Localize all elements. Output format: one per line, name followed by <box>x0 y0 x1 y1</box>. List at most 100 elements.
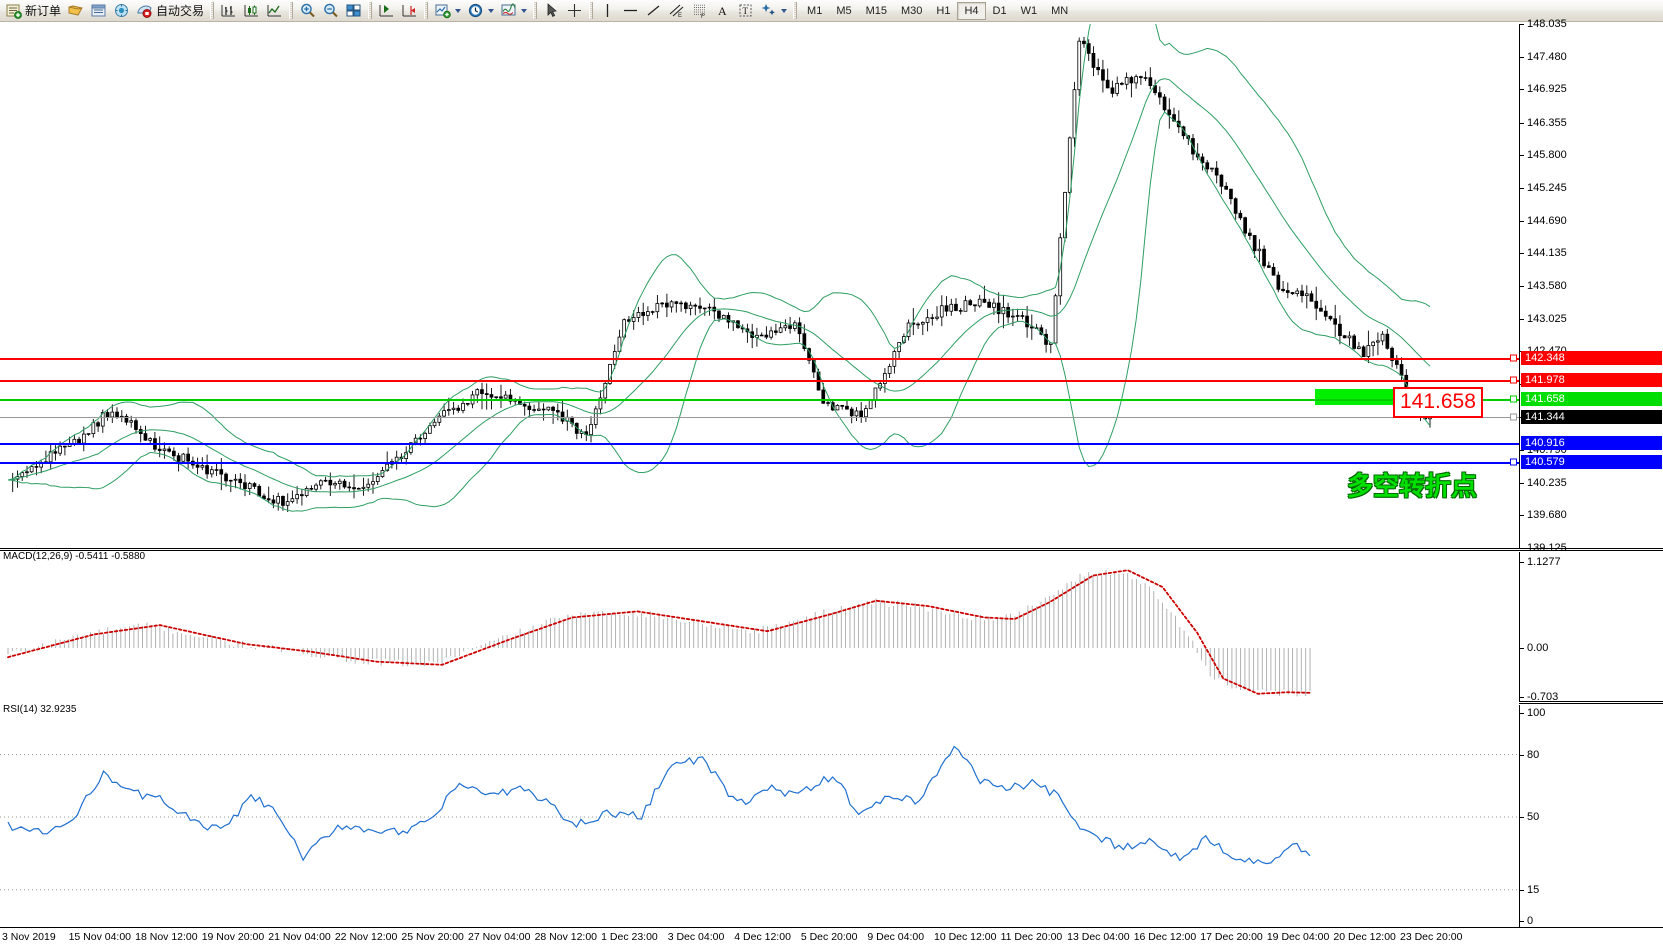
crosshair-button[interactable] <box>563 1 586 21</box>
rsi-axis-label: 50 <box>1527 811 1540 823</box>
rsi-axis[interactable]: 100 80 50 15 0 <box>1519 705 1663 927</box>
price-level-badge[interactable]: 142.348 <box>1521 351 1662 366</box>
price-axis-label: 146.355 <box>1527 116 1567 129</box>
time-axis-label: 16 Dec 12:00 <box>1133 931 1197 943</box>
bar-chart-button[interactable] <box>217 1 240 21</box>
timeframe-mn-button[interactable]: MN <box>1051 4 1069 17</box>
price-level-handle[interactable] <box>1510 376 1517 384</box>
text-button[interactable]: A <box>711 1 734 21</box>
time-axis-label: 18 Nov 12:00 <box>135 931 198 943</box>
time-axis-label: 19 Dec 04:00 <box>1266 931 1330 943</box>
chevron-down-icon[interactable] <box>521 8 528 13</box>
timeframe-m5-button[interactable]: M5 <box>836 4 852 17</box>
line-chart-button[interactable] <box>263 1 286 21</box>
text-label-button[interactable]: T <box>734 1 757 21</box>
vertical-line-button[interactable] <box>596 1 619 21</box>
svg-text:T: T <box>743 6 749 16</box>
price-level-line[interactable] <box>0 380 1519 383</box>
chart-shift-button[interactable] <box>398 1 421 21</box>
time-axis-label: 28 Nov 12:00 <box>534 931 598 943</box>
auto-scroll-icon <box>378 2 395 19</box>
timeframe-m30-button[interactable]: M30 <box>901 4 923 17</box>
price-axis-label: 140.235 <box>1527 476 1567 489</box>
toolbar-separator <box>793 2 798 19</box>
fibonacci-button[interactable]: F <box>688 1 711 21</box>
new-order-icon <box>5 2 22 19</box>
price-level-handle[interactable] <box>1510 354 1517 362</box>
auto-scroll-button[interactable] <box>375 1 398 21</box>
data-window-button[interactable] <box>87 1 110 21</box>
price-level-line[interactable] <box>0 399 1519 402</box>
expert-advisors-button[interactable] <box>64 1 87 21</box>
timeframe-m1-button[interactable]: M1 <box>807 4 823 17</box>
shapes-button[interactable] <box>757 1 790 21</box>
cursor-button[interactable] <box>540 1 563 21</box>
timeframe-w1-button[interactable]: W1 <box>1020 4 1038 17</box>
price-level-line[interactable] <box>0 417 1519 419</box>
trendline-button[interactable] <box>642 1 665 21</box>
new-order-button[interactable]: 新订单 <box>2 1 64 21</box>
price-level-line[interactable] <box>0 358 1519 361</box>
time-axis-label: 23 Dec 20:00 <box>1400 931 1463 943</box>
price-chart-pane[interactable] <box>0 24 1519 551</box>
price-axis-tick <box>1520 450 1524 452</box>
price-level-handle[interactable] <box>1510 458 1517 466</box>
horizontal-line-icon <box>622 2 639 19</box>
trendline-icon <box>645 2 662 19</box>
chevron-down-icon[interactable] <box>781 8 788 13</box>
macd-pane[interactable] <box>0 552 1519 704</box>
zoom-out-icon <box>322 2 339 19</box>
timeframe-h1-button[interactable]: H1 <box>936 4 951 17</box>
price-axis-tick <box>1520 318 1524 320</box>
price-level-badge[interactable]: 141.978 <box>1521 373 1662 388</box>
time-axis-label: 9 Dec 04:00 <box>867 931 925 943</box>
timeframe-d1-button[interactable]: D1 <box>992 4 1007 17</box>
templates-button[interactable] <box>497 1 530 21</box>
periods-button[interactable] <box>464 1 497 21</box>
pane-separator-macd[interactable] <box>0 548 1663 551</box>
navigator-button[interactable] <box>110 1 133 21</box>
price-axis-tick <box>1520 188 1524 190</box>
vertical-line-icon <box>599 2 616 19</box>
macd-axis[interactable]: 1.1277 0.00 -0.703 <box>1519 552 1663 703</box>
price-axis-tick <box>1520 220 1524 222</box>
svg-text:E: E <box>678 13 682 19</box>
price-level-badge[interactable]: 141.344 <box>1521 410 1662 425</box>
zoom-out-button[interactable] <box>319 1 342 21</box>
candlestick-chart-button[interactable] <box>240 1 263 21</box>
chart-note-text: 多空转折点 <box>1347 472 1478 502</box>
price-level-badge[interactable]: 140.579 <box>1521 455 1662 470</box>
navigator-icon <box>113 2 130 19</box>
price-axis-label: 143.580 <box>1527 280 1567 292</box>
chevron-down-icon[interactable] <box>455 8 462 13</box>
chevron-down-icon[interactable] <box>488 8 495 13</box>
price-axis-tick <box>1520 286 1524 287</box>
clock-icon <box>467 2 484 19</box>
price-level-line[interactable] <box>0 442 1519 445</box>
rsi-axis-tick <box>1520 817 1524 818</box>
crosshair-icon <box>566 2 583 19</box>
timeframe-h4-button[interactable]: H4 <box>957 1 986 20</box>
price-level-badge[interactable]: 141.658 <box>1521 392 1662 407</box>
rsi-axis-tick <box>1520 754 1524 756</box>
time-axis[interactable]: 3 Nov 2019 15 Nov 04:00 18 Nov 12:00 19 Nov… <box>0 927 1663 947</box>
zoom-in-button[interactable] <box>296 1 319 21</box>
price-level-badge[interactable]: 140.916 <box>1521 435 1662 450</box>
price-level-handle[interactable] <box>1510 413 1517 421</box>
price-axis-label: 147.480 <box>1527 50 1567 63</box>
price-level-line[interactable] <box>0 462 1519 465</box>
price-axis[interactable]: 148.035 147.480 146.925 146.355 145.800 145.2… <box>1519 18 1663 554</box>
autotrading-button[interactable]: 自动交易 <box>133 1 207 21</box>
equidistant-channel-button[interactable]: E <box>665 1 688 21</box>
price-level-handle[interactable] <box>1510 395 1517 403</box>
indicators-button[interactable] <box>431 1 464 21</box>
macd-label: MACD(12,26,9) -0.5411 -0.5880 <box>3 551 146 562</box>
fibonacci-icon: F <box>691 2 708 19</box>
time-axis-label: 13 Dec 04:00 <box>1067 931 1130 943</box>
timeframe-m15-button[interactable]: M15 <box>865 4 887 17</box>
tile-windows-button[interactable] <box>342 1 365 21</box>
rsi-pane[interactable] <box>0 705 1519 927</box>
channel-icon: E <box>668 2 685 19</box>
price-axis-label: 145.800 <box>1527 149 1567 162</box>
horizontal-line-button[interactable] <box>619 1 642 21</box>
